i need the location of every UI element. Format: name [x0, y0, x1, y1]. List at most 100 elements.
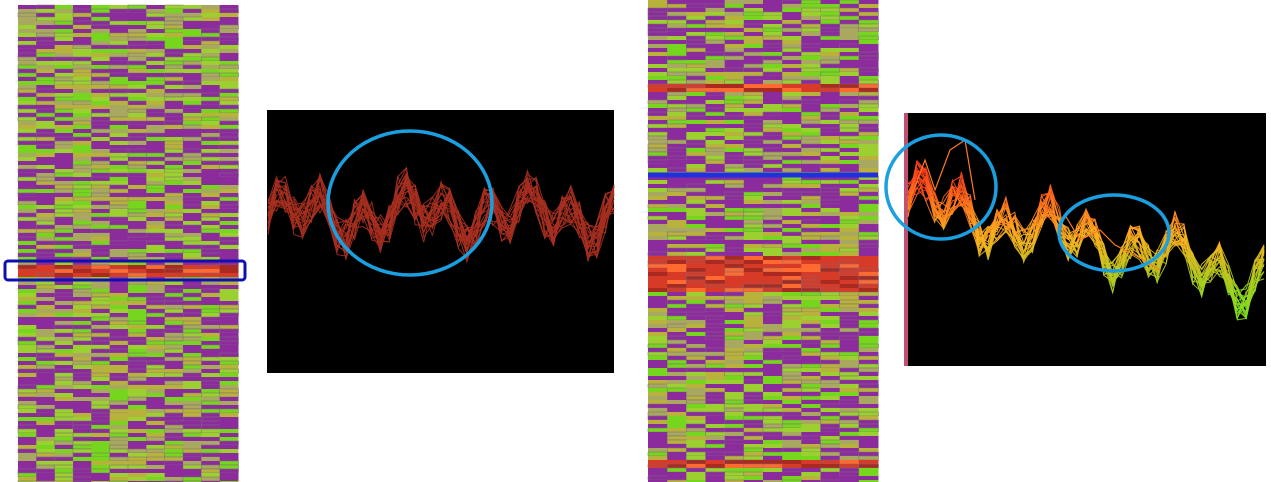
heat-cell [183, 193, 202, 197]
heat-cell [725, 72, 745, 76]
heat-cell [220, 441, 239, 445]
heat-cell [110, 293, 129, 297]
heat-cell [686, 408, 706, 412]
heat-cell [706, 264, 726, 268]
heat-cell [859, 232, 879, 236]
heat-cell [744, 204, 764, 208]
heat-cell [648, 440, 668, 444]
heat-cell [183, 273, 202, 277]
heat-cell [110, 425, 129, 429]
heat-cell [220, 445, 239, 449]
heat-cell [201, 429, 220, 433]
heat-cell [706, 356, 726, 360]
heat-cell [110, 145, 129, 149]
heat-cell [73, 245, 92, 249]
heat-cell [165, 197, 184, 201]
heat-cell [859, 284, 879, 288]
heat-cell [801, 312, 821, 316]
heat-cell [201, 77, 220, 81]
heat-cell [165, 413, 184, 417]
heat-cell [686, 476, 706, 480]
heat-cell [165, 417, 184, 421]
heat-cell [91, 29, 110, 33]
heat-cell [821, 152, 841, 156]
heat-cell [686, 72, 706, 76]
heat-cell [220, 421, 239, 425]
heat-cell [648, 448, 668, 452]
heat-cell [686, 256, 706, 260]
heat-cell [55, 113, 74, 117]
heat-cell [648, 412, 668, 416]
heat-cell [744, 292, 764, 296]
heat-cell [220, 377, 239, 381]
heat-cell [36, 429, 55, 433]
heat-cell [201, 273, 220, 277]
heat-cell [686, 44, 706, 48]
heat-cell [183, 245, 202, 249]
heat-cell [73, 21, 92, 25]
heat-cell [73, 309, 92, 313]
heat-cell [859, 192, 879, 196]
heat-cell [201, 153, 220, 157]
heat-cell [782, 436, 802, 440]
heat-cell [859, 212, 879, 216]
heat-cell [782, 72, 802, 76]
heat-cell [648, 152, 668, 156]
heat-cell [55, 45, 74, 49]
heat-cell [183, 169, 202, 173]
heat-cell [110, 469, 129, 473]
heat-cell [55, 121, 74, 125]
heat-cell [686, 348, 706, 352]
heat-cell [840, 24, 860, 28]
heat-cell [667, 400, 687, 404]
heat-cell [165, 289, 184, 293]
heat-cell [91, 325, 110, 329]
heat-cell [146, 469, 165, 473]
heat-cell [18, 269, 37, 273]
heat-cell [91, 461, 110, 465]
heat-cell [18, 149, 37, 153]
heat-cell [744, 60, 764, 64]
heat-cell [220, 5, 239, 9]
heat-cell [706, 52, 726, 56]
heat-cell [18, 373, 37, 377]
heat-cell [201, 25, 220, 29]
heat-cell [110, 73, 129, 77]
heat-cell [725, 448, 745, 452]
heat-cell [91, 77, 110, 81]
heat-cell [763, 344, 783, 348]
heat-cell [686, 400, 706, 404]
heat-cell [73, 289, 92, 293]
heat-cell [183, 181, 202, 185]
heat-cell [183, 309, 202, 313]
heat-cell [706, 20, 726, 24]
heat-cell [801, 52, 821, 56]
heat-cell [36, 357, 55, 361]
heat-cell [201, 13, 220, 17]
heat-cell [18, 193, 37, 197]
heat-cell [220, 369, 239, 373]
heat-cell [686, 336, 706, 340]
heat-cell [801, 448, 821, 452]
heat-cell [706, 308, 726, 312]
heat-cell [648, 328, 668, 332]
heat-cell [686, 104, 706, 108]
heat-cell [648, 104, 668, 108]
heat-cell [667, 248, 687, 252]
heat-cell [36, 453, 55, 457]
heat-cell [744, 388, 764, 392]
heat-cell [18, 413, 37, 417]
heat-cell [821, 340, 841, 344]
heat-cell [763, 100, 783, 104]
heat-cell [763, 68, 783, 72]
heat-cell [146, 205, 165, 209]
heat-cell [91, 365, 110, 369]
heat-cell [744, 424, 764, 428]
heat-cell [55, 337, 74, 341]
heat-cell [91, 85, 110, 89]
heat-cell [725, 400, 745, 404]
heat-cell [859, 460, 879, 464]
heat-cell [686, 268, 706, 272]
heat-cell [183, 353, 202, 357]
heat-cell [18, 61, 37, 65]
